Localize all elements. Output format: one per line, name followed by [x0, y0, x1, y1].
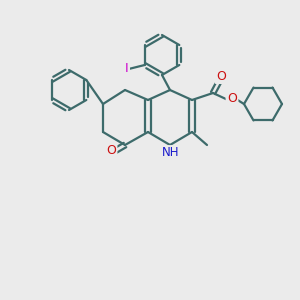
- Text: O: O: [106, 145, 116, 158]
- Text: O: O: [227, 92, 237, 106]
- Text: O: O: [216, 70, 226, 83]
- Text: I: I: [125, 62, 128, 76]
- Text: NH: NH: [162, 146, 180, 160]
